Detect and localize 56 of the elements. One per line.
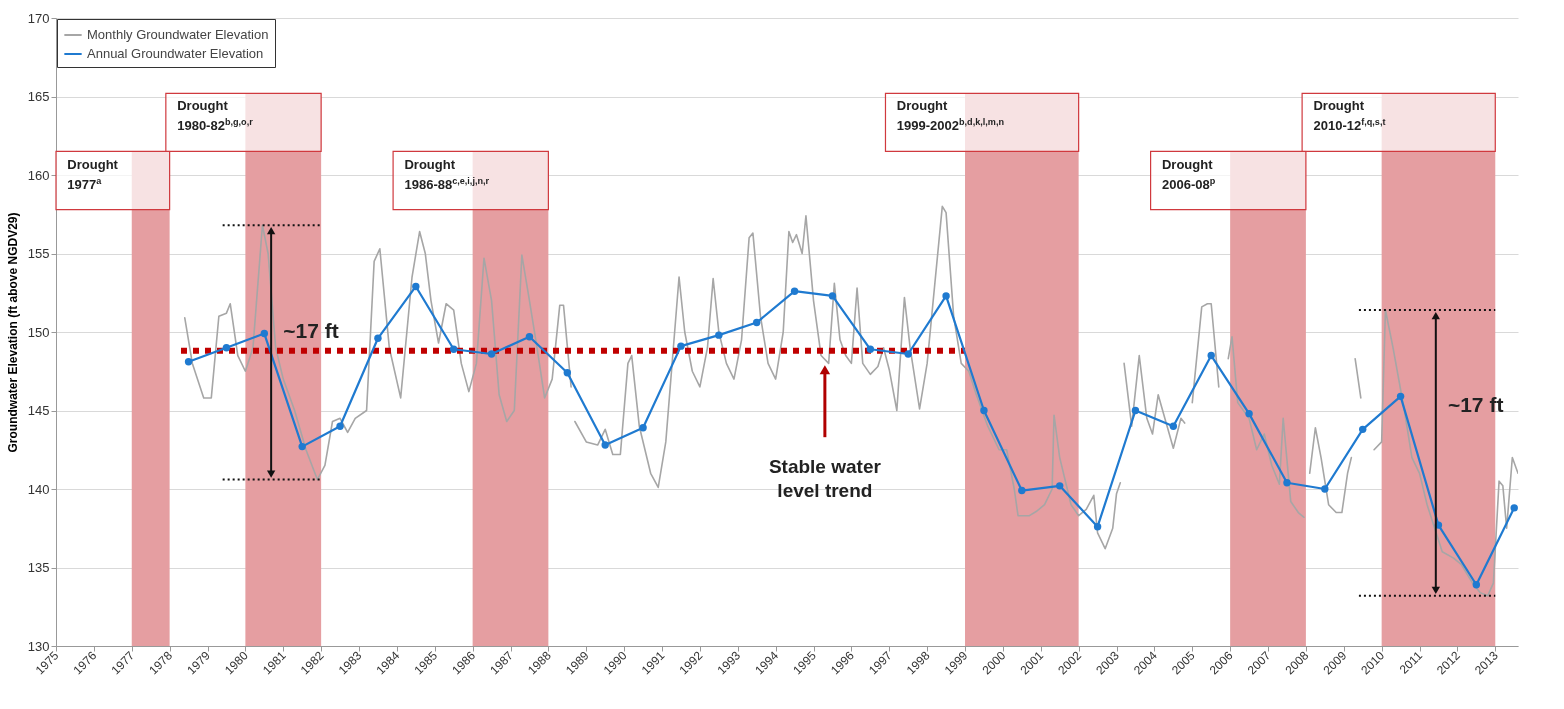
point	[790, 287, 799, 295]
band-label: Drought 1986-88$^{c,e,i,j,n,r}$	[404, 156, 490, 192]
point	[752, 318, 761, 327]
point	[222, 344, 231, 352]
point	[942, 292, 950, 300]
y-axis-title: Groundwater Elevation (ft above NGDV29)	[5, 212, 20, 453]
point	[866, 345, 875, 353]
band-label: Drought 1980-82$^{b,g,o,r}$	[177, 98, 254, 134]
y-tick-label: 155	[27, 246, 50, 261]
y-tick-label: 135	[27, 560, 50, 575]
y-tick-label: 145	[27, 403, 50, 418]
legend-label: Annual Groundwater Elevation	[87, 46, 264, 61]
point	[260, 329, 269, 338]
point	[1093, 522, 1102, 531]
band-label: Drought 1999-2002$^{b,d,k,l,m,n}$	[896, 98, 1004, 134]
point	[336, 422, 344, 430]
point	[374, 334, 382, 342]
point	[184, 358, 193, 366]
point	[298, 442, 306, 451]
point	[1283, 479, 1291, 487]
point	[1018, 486, 1026, 495]
point	[1056, 482, 1064, 490]
point	[601, 441, 609, 449]
point	[1169, 422, 1178, 430]
point	[1510, 504, 1518, 512]
point	[1321, 485, 1329, 493]
point	[1131, 406, 1140, 415]
y-tick-label: 160	[27, 167, 50, 183]
point	[1245, 409, 1253, 418]
point	[1472, 581, 1481, 589]
point	[715, 331, 723, 339]
legend-label: Monthly Groundwater Elevation	[87, 27, 269, 42]
annotation: ~17 ft	[283, 319, 339, 342]
point	[525, 333, 534, 341]
point	[412, 282, 420, 291]
band-label: Drought 2006-08$^{p}$	[1161, 156, 1216, 192]
y-tick-label: 165	[27, 89, 50, 104]
point	[1396, 392, 1405, 401]
point	[828, 292, 837, 300]
annotation: ~17 ft	[1447, 392, 1504, 416]
y-tick-label: 140	[27, 481, 50, 497]
point	[639, 424, 647, 432]
band-label: Drought 1977$^{a}$	[67, 156, 119, 192]
point	[677, 342, 685, 350]
band-label: Drought 2010-12$^{f,q,s,t}$	[1313, 98, 1386, 134]
point	[904, 350, 912, 358]
point	[449, 345, 458, 353]
y-tick-label: 150	[27, 324, 50, 340]
point	[1207, 351, 1215, 360]
y-tick-label: 170	[27, 10, 50, 26]
point	[980, 406, 988, 415]
annotation: Stable water level trend	[768, 455, 882, 501]
point	[563, 369, 572, 377]
y-tick-label: 130	[27, 638, 50, 654]
point	[487, 350, 496, 358]
point	[1359, 425, 1367, 434]
